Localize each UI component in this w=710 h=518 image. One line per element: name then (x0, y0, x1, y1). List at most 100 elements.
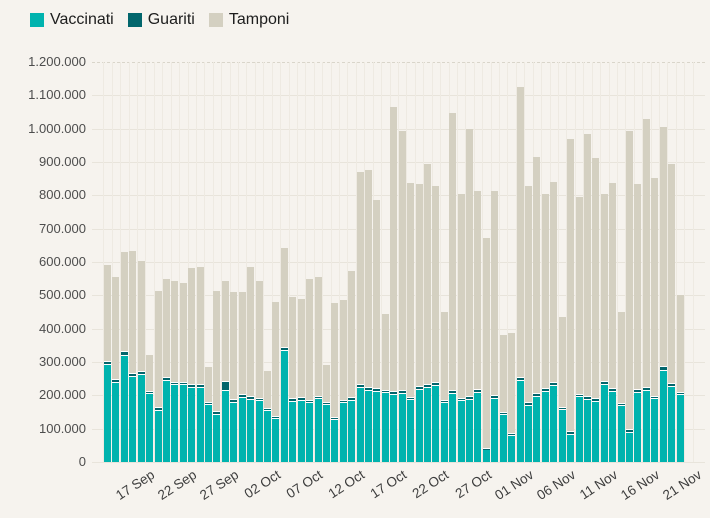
stacked-bar-03-nov[interactable] (525, 186, 532, 462)
stacked-bar-20-sep[interactable] (154, 291, 162, 462)
stacked-bar-19-oct[interactable] (398, 130, 406, 462)
stacked-bar-16-sep[interactable] (120, 252, 128, 462)
stacked-bar-10-oct[interactable] (322, 364, 330, 462)
stacked-bar-31-oct[interactable] (499, 335, 507, 462)
stacked-bar-11-oct[interactable] (331, 303, 339, 462)
stacked-bar-25-sep[interactable] (196, 267, 204, 462)
stacked-bar-17-oct[interactable] (381, 314, 389, 462)
stacked-bar-18-oct[interactable] (390, 107, 398, 462)
vertical-gridline (103, 62, 105, 462)
guariti-segment (668, 384, 676, 387)
guariti-segment (297, 398, 305, 400)
stacked-bar-07-oct[interactable] (297, 299, 305, 462)
tamponi-segment (482, 238, 490, 448)
stacked-bar-30-sep[interactable] (238, 292, 246, 462)
guariti-segment (373, 389, 381, 391)
stacked-bar-21-sep[interactable] (162, 278, 170, 462)
stacked-bar-22-sep[interactable] (171, 281, 179, 462)
stacked-bar-19-nov[interactable] (659, 127, 667, 462)
vaccinati-segment (390, 395, 398, 462)
stacked-bar-20-oct[interactable] (407, 183, 415, 462)
stacked-bar-17-sep[interactable] (129, 250, 137, 462)
stacked-bar-09-oct[interactable] (314, 277, 322, 462)
stacked-bar-24-sep[interactable] (188, 268, 196, 462)
stacked-bar-04-nov[interactable] (533, 157, 541, 462)
tamponi-segment (196, 267, 204, 385)
stacked-bar-04-oct[interactable] (272, 302, 280, 462)
stacked-bar-29-oct[interactable] (482, 238, 490, 462)
tamponi-segment (297, 299, 305, 398)
stacked-bar-28-sep[interactable] (221, 280, 229, 462)
stacked-bar-13-oct[interactable] (348, 270, 356, 462)
vaccinati-segment (322, 405, 330, 462)
stacked-bar-14-nov[interactable] (617, 312, 625, 462)
tamponi-segment (440, 312, 448, 400)
stacked-bar-16-oct[interactable] (373, 199, 381, 462)
vaccinati-segment (550, 385, 558, 462)
vaccinati-segment (230, 402, 238, 462)
stacked-bar-19-sep[interactable] (146, 355, 154, 462)
stacked-bar-21-nov[interactable] (676, 295, 684, 462)
stacked-bar-12-nov[interactable] (600, 194, 608, 462)
vaccinati-segment (381, 393, 389, 462)
stacked-bar-09-nov[interactable] (575, 197, 583, 462)
tamponi-segment (617, 312, 625, 403)
tamponi-segment (407, 183, 415, 397)
stacked-bar-26-oct[interactable] (457, 194, 465, 462)
stacked-bar-06-oct[interactable] (289, 297, 297, 462)
stacked-bar-13-nov[interactable] (609, 183, 617, 462)
stacked-bar-27-sep[interactable] (213, 290, 221, 462)
y-tick-label: 1.200.000 (28, 54, 86, 69)
stacked-bar-21-oct[interactable] (415, 183, 423, 462)
stacked-bar-07-nov[interactable] (558, 317, 566, 462)
vaccinati-segment (533, 396, 541, 462)
stacked-bar-03-oct[interactable] (263, 371, 271, 462)
stacked-bar-29-sep[interactable] (230, 292, 238, 462)
stacked-bar-23-sep[interactable] (179, 282, 187, 462)
stacked-bar-02-nov[interactable] (516, 87, 524, 462)
stacked-bar-26-sep[interactable] (205, 367, 213, 462)
guariti-segment (583, 397, 591, 399)
stacked-bar-17-nov[interactable] (642, 118, 650, 462)
stacked-bar-30-oct[interactable] (491, 191, 499, 462)
stacked-bar-05-oct[interactable] (280, 248, 288, 462)
stacked-bar-06-nov[interactable] (550, 182, 558, 462)
tamponi-segment (609, 183, 617, 389)
legend-item-guariti[interactable]: Guariti (127, 11, 195, 29)
stacked-bar-02-oct[interactable] (255, 280, 263, 462)
guariti-segment (188, 385, 196, 387)
vaccinati-segment (525, 406, 532, 462)
stacked-bar-14-sep[interactable] (104, 264, 111, 462)
guariti-segment (659, 367, 667, 370)
stacked-bar-12-oct[interactable] (339, 300, 347, 462)
stacked-bar-01-oct[interactable] (247, 267, 255, 462)
stacked-bar-15-oct[interactable] (365, 169, 373, 462)
stacked-bar-25-oct[interactable] (449, 113, 457, 462)
vaccinati-segment (432, 386, 440, 462)
stacked-bar-15-nov[interactable] (626, 130, 634, 462)
stacked-bar-22-oct[interactable] (423, 164, 431, 462)
stacked-bar-05-nov[interactable] (541, 194, 549, 462)
vaccinati-segment (423, 388, 431, 462)
stacked-bar-18-sep[interactable] (137, 260, 145, 462)
stacked-bar-10-nov[interactable] (583, 134, 591, 462)
stacked-bar-08-oct[interactable] (306, 278, 314, 462)
stacked-bar-18-nov[interactable] (651, 178, 659, 462)
vertical-gridline (280, 62, 282, 462)
vaccinati-segment (508, 436, 516, 462)
stacked-bar-01-nov[interactable] (508, 332, 516, 462)
stacked-bar-28-oct[interactable] (474, 191, 482, 462)
legend-item-tamponi[interactable]: Tamponi (208, 11, 289, 29)
stacked-bar-14-oct[interactable] (356, 172, 364, 462)
stacked-bar-08-nov[interactable] (567, 138, 575, 462)
stacked-bar-11-nov[interactable] (592, 158, 600, 462)
stacked-bar-23-oct[interactable] (432, 186, 440, 462)
legend-item-vaccinati[interactable]: Vaccinati (30, 11, 114, 29)
y-tick-label: 700.000 (39, 220, 86, 236)
stacked-bar-15-sep[interactable] (112, 277, 120, 462)
stacked-bar-20-nov[interactable] (668, 164, 676, 462)
stacked-bar-24-oct[interactable] (440, 312, 448, 462)
stacked-bar-27-oct[interactable] (466, 128, 474, 462)
vaccinati-segment (491, 398, 499, 462)
stacked-bar-16-nov[interactable] (634, 184, 642, 462)
